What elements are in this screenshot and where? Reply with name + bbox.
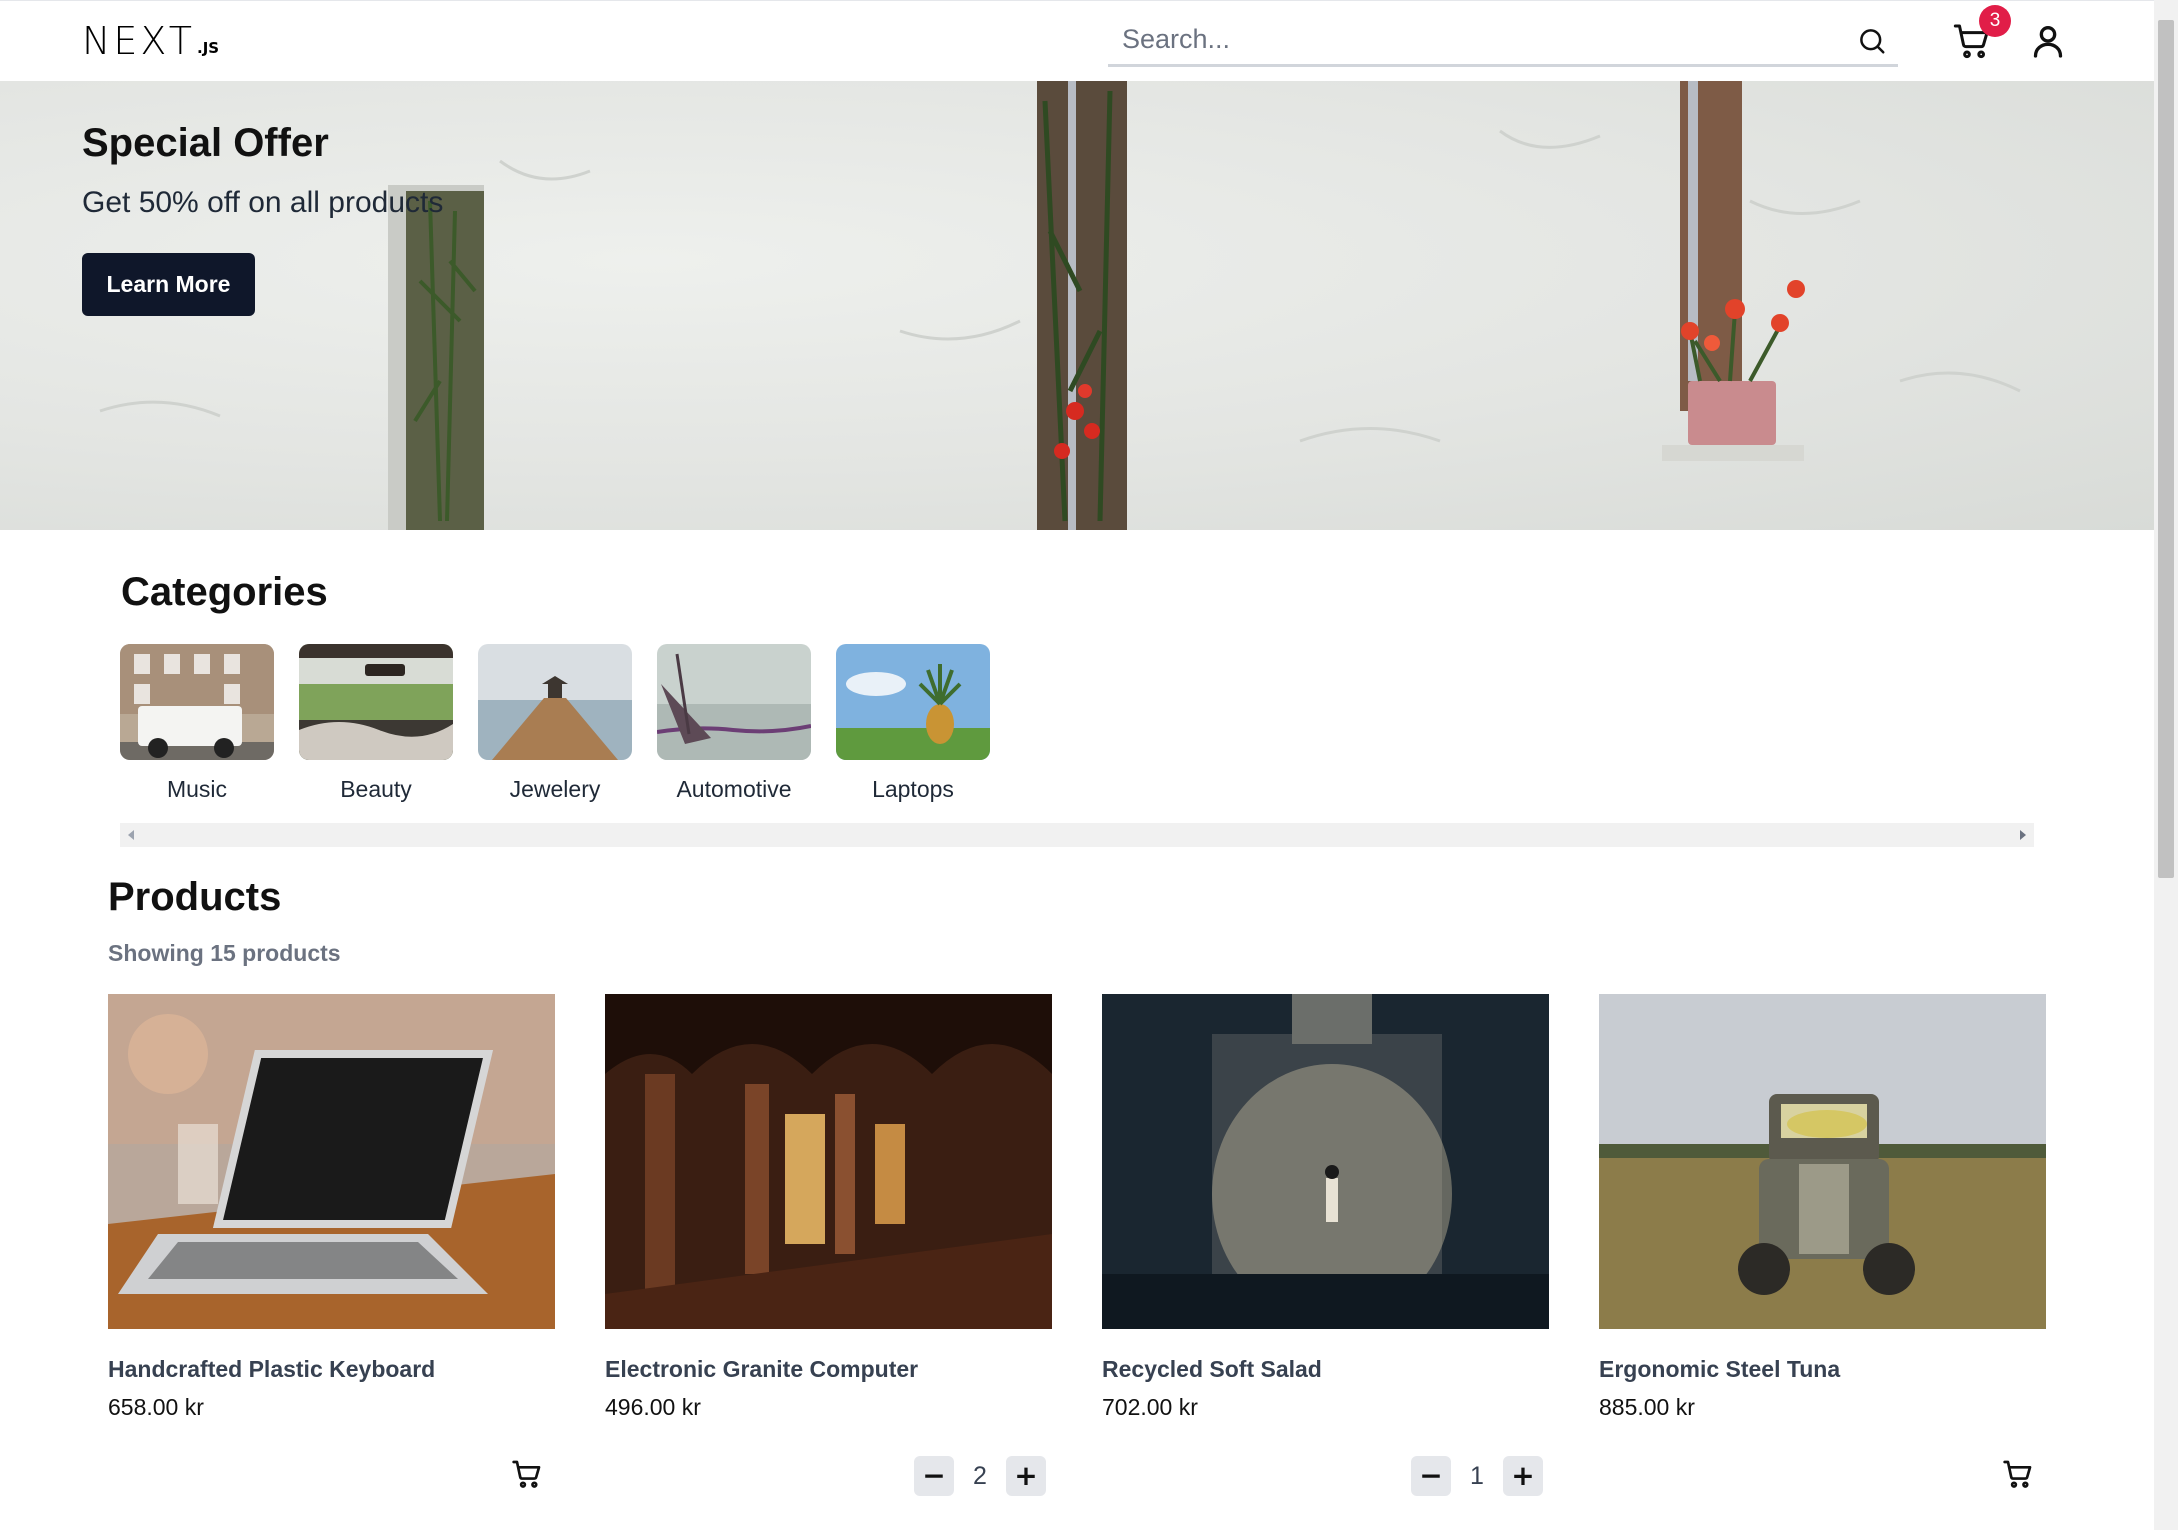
page-scrollbar-thumb[interactable]: [2158, 20, 2174, 878]
products-count: Showing 15 products: [108, 940, 341, 966]
product-price: 885.00 kr: [1599, 1394, 1695, 1420]
quantity-stepper: − 1 +: [1411, 1456, 1543, 1496]
product-price: 702.00 kr: [1102, 1394, 1198, 1420]
category-beauty[interactable]: Beauty: [299, 644, 453, 803]
page-scrollbar[interactable]: [2154, 0, 2178, 1530]
cart-icon: [2003, 1460, 2032, 1488]
product-image[interactable]: [1599, 994, 2046, 1329]
product-name[interactable]: Handcrafted Plastic Keyboard: [108, 1356, 436, 1382]
category-label: Laptops: [872, 776, 954, 802]
category-label: Jewelery: [509, 776, 601, 802]
cart-count-badge: 3: [1979, 5, 2011, 37]
quantity-stepper: − 2 +: [914, 1456, 1046, 1496]
product-card: Recycled Soft Salad 702.00 kr − 1 +: [1102, 994, 1549, 1530]
increase-quantity-button[interactable]: +: [1006, 1456, 1046, 1496]
logo-text: NEXT: [82, 19, 196, 63]
category-thumbnail: [120, 644, 274, 760]
hero-title: Special Offer: [82, 121, 329, 165]
category-jewelery[interactable]: Jewelery: [478, 644, 632, 803]
product-name[interactable]: Recycled Soft Salad: [1102, 1356, 1322, 1382]
product-card: Electronic Granite Computer 496.00 kr − …: [605, 994, 1052, 1530]
category-automotive[interactable]: Automotive: [657, 644, 811, 803]
cart-button[interactable]: [1952, 21, 1992, 61]
add-to-cart-button[interactable]: [509, 1456, 545, 1492]
product-card: Handcrafted Plastic Keyboard 658.00 kr: [108, 994, 555, 1530]
user-icon: [2033, 26, 2063, 58]
category-label: Beauty: [340, 776, 412, 802]
decrease-quantity-button[interactable]: −: [1411, 1456, 1451, 1496]
product-price: 658.00 kr: [108, 1394, 204, 1420]
product-card: Ergonomic Steel Tuna 885.00 kr: [1599, 994, 2046, 1530]
user-account-button[interactable]: [2028, 21, 2068, 61]
search-input[interactable]: [1122, 15, 1822, 63]
hero-subtitle: Get 50% off on all products: [82, 186, 444, 219]
quantity-value: 2: [973, 1461, 987, 1490]
category-music[interactable]: Music: [120, 644, 274, 803]
categories-scrollbar[interactable]: [120, 823, 2034, 847]
logo[interactable]: NEXT .JS: [82, 21, 219, 61]
category-laptops[interactable]: Laptops: [836, 644, 990, 803]
product-image[interactable]: [605, 994, 1052, 1329]
scroll-left-arrow-icon[interactable]: [128, 830, 134, 840]
cart-icon: [1953, 24, 1989, 59]
category-thumbnail: [836, 644, 990, 760]
cart-icon: [512, 1460, 541, 1488]
product-image[interactable]: [1102, 994, 1549, 1329]
product-price: 496.00 kr: [605, 1394, 701, 1420]
category-thumbnail: [299, 644, 453, 760]
logo-suffix: .JS: [197, 39, 220, 57]
site-header: NEXT .JS 3: [0, 0, 2154, 81]
category-label: Music: [166, 776, 228, 802]
search-button[interactable]: [1854, 23, 1890, 59]
learn-more-button[interactable]: Learn More: [82, 253, 255, 316]
scroll-right-arrow-icon[interactable]: [2020, 830, 2026, 840]
search-icon: [1860, 29, 1885, 54]
category-label: Automotive: [676, 776, 792, 802]
increase-quantity-button[interactable]: +: [1503, 1456, 1543, 1496]
search-bar: [1108, 15, 1898, 67]
category-thumbnail: [657, 644, 811, 760]
category-thumbnail: [478, 644, 632, 760]
product-name[interactable]: Electronic Granite Computer: [605, 1356, 919, 1382]
product-name[interactable]: Ergonomic Steel Tuna: [1599, 1356, 1841, 1382]
quantity-value: 1: [1470, 1461, 1484, 1490]
hero-background-image: [99, 81, 2021, 530]
decrease-quantity-button[interactable]: −: [914, 1456, 954, 1496]
hero-banner: Special Offer Get 50% off on all product…: [0, 81, 2154, 530]
product-image[interactable]: [108, 994, 555, 1329]
categories-heading: Categories: [121, 570, 328, 614]
add-to-cart-button[interactable]: [2000, 1456, 2036, 1492]
categories-list: Music Beauty Jewelery: [120, 644, 990, 803]
products-heading: Products: [108, 875, 282, 919]
